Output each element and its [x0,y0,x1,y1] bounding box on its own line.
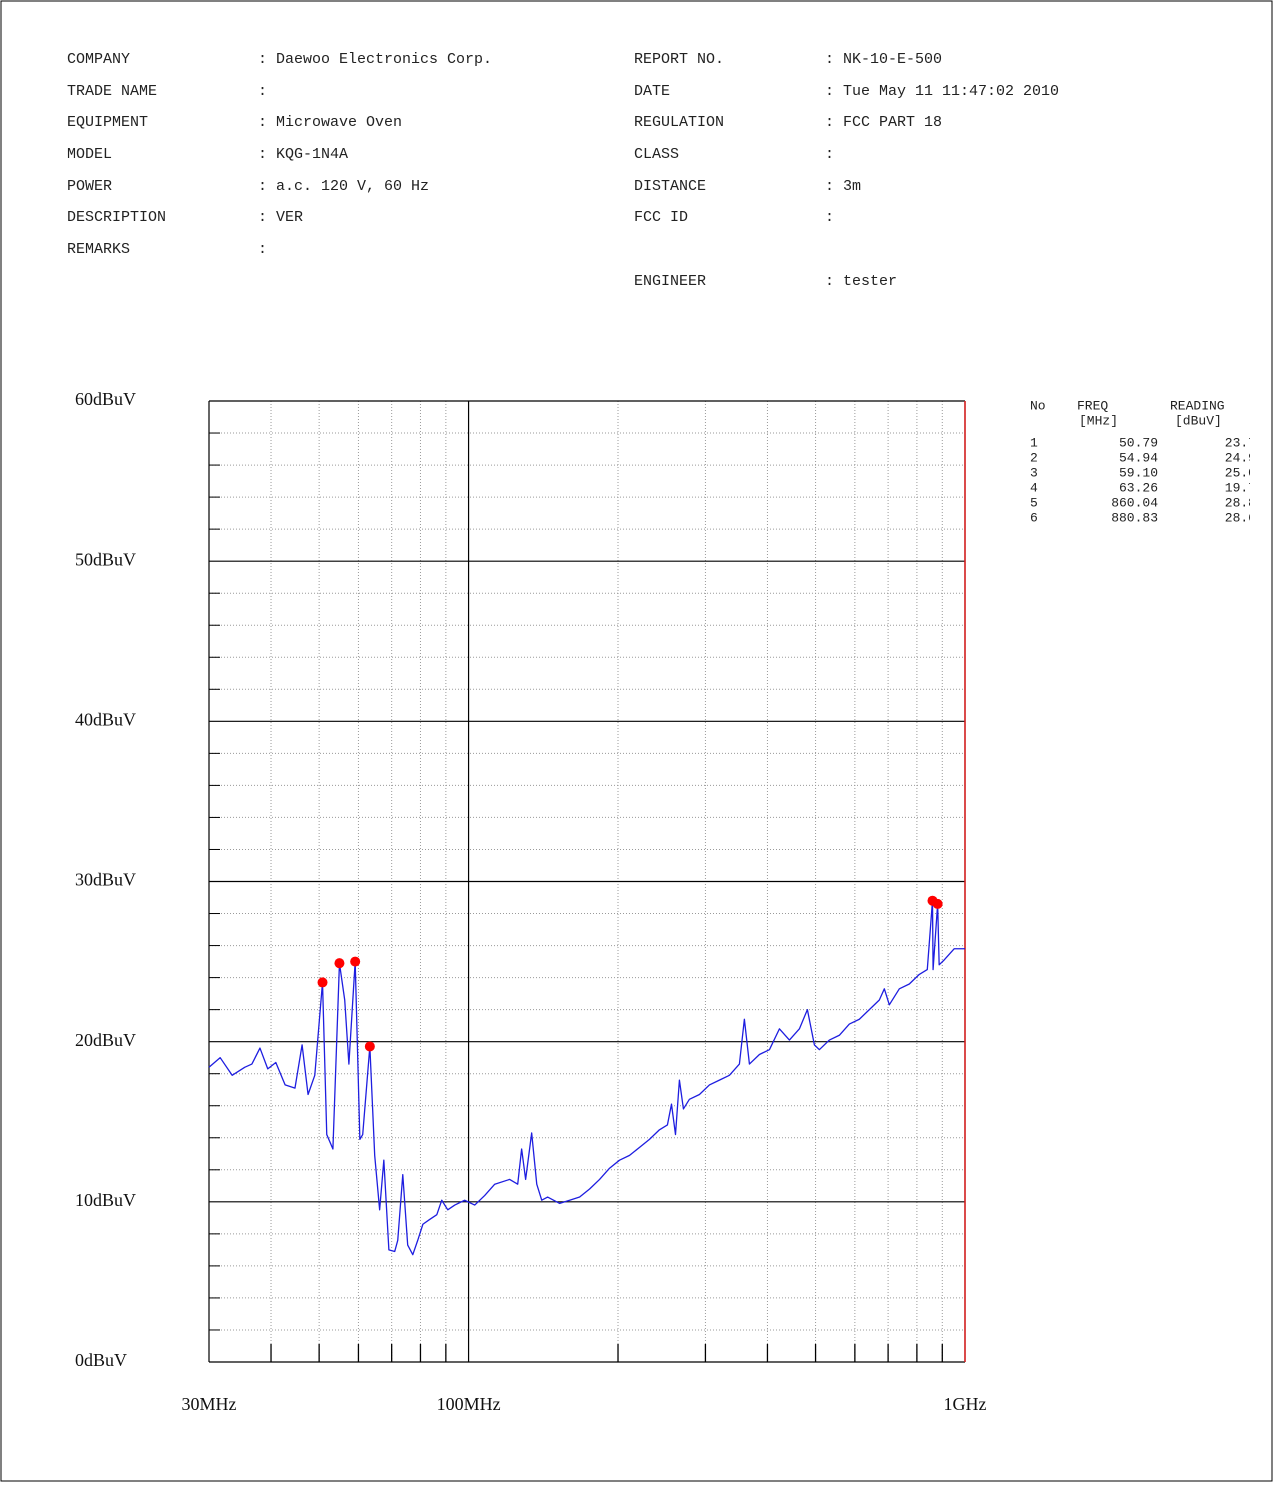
field-value: : tester [825,273,897,290]
table-no: 4 [1030,480,1038,495]
field-value: : Microwave Oven [258,114,402,131]
table-freq: 880.83 [1111,510,1158,525]
table-freq: 860.04 [1111,495,1158,510]
field-value: : [825,209,834,226]
table-freq: 50.79 [1119,435,1158,450]
field-label: EQUIPMENT [67,114,148,131]
field-value: : [258,241,267,258]
field-label: REPORT NO. [634,51,724,68]
field-label: DATE [634,83,670,100]
field-label: REMARKS [67,241,130,258]
y-tick-label: 0dBuV [75,1350,127,1370]
table-freq: 59.10 [1119,465,1158,480]
plot: 0dBuV 10dBuV 20dBuV 30dBuV 40dBuV 50dBuV 60dBu… [75,389,987,1414]
field-value: : 3m [825,178,861,195]
y-tick-label: 40dBuV [75,709,136,729]
field-label: TRADE NAME [67,83,157,100]
peak-marker [364,1041,375,1052]
field-label: MODEL [67,146,112,163]
y-tick-label: 30dBuV [75,870,136,890]
field-value: : Daewoo Electronics Corp. [258,51,492,68]
table-reading: 23.7 [1225,435,1256,450]
peak-table: No FREQ READING [MHz] [dBuV] 1 50.79 23.7 2 54.94… [1030,398,1256,525]
peak-marker [334,958,345,969]
field-label: POWER [67,178,112,195]
table-unit: [dBuV] [1175,413,1222,428]
table-no: 2 [1030,450,1038,465]
trace-line [208,900,965,1256]
y-tick-label: 20dBuV [75,1030,136,1050]
field-label: CLASS [634,146,679,163]
table-header: FREQ [1077,398,1108,413]
table-reading: 28.8 [1225,495,1256,510]
peak-marker [350,956,361,967]
table-reading: 25.0 [1225,465,1256,480]
y-tick-label: 50dBuV [75,549,136,569]
field-value: : Tue May 11 11:47:02 2010 [825,83,1059,100]
table-no: 3 [1030,465,1038,480]
field-value: : [258,83,267,100]
x-tick-label: 100MHz [437,1394,501,1414]
field-label: DISTANCE [634,178,706,195]
table-freq: 54.94 [1119,450,1158,465]
table-no: 5 [1030,495,1038,510]
peak-marker [932,898,943,909]
table-header: No [1030,398,1046,413]
x-tick-label: 30MHz [182,1394,237,1414]
field-value: : FCC PART 18 [825,114,942,131]
field-value: : VER [258,209,303,226]
y-tick-label: 10dBuV [75,1190,136,1210]
table-unit: [MHz] [1079,413,1118,428]
field-label: DESCRIPTION [67,209,166,226]
field-value: : KQG-1N4A [258,146,348,163]
field-value: : a.c. 120 V, 60 Hz [258,178,429,195]
table-reading: 24.9 [1225,450,1256,465]
field-value: : NK-10-E-500 [825,51,942,68]
field-value: : [825,146,834,163]
table-header: READING [1170,398,1225,413]
table-reading: 19.7 [1225,480,1256,495]
field-label: REGULATION [634,114,724,131]
x-tick-label: 1GHz [944,1394,987,1414]
field-label: COMPANY [67,51,130,68]
table-freq: 63.26 [1119,480,1158,495]
field-label: FCC ID [634,209,688,226]
peak-marker [317,977,328,988]
header: COMPANY : Daewoo Electronics Corp. TRADE N… [67,51,1059,290]
table-reading: 28.6 [1225,510,1256,525]
table-no: 6 [1030,510,1038,525]
y-tick-label: 60dBuV [75,389,136,409]
field-label: ENGINEER [634,273,706,290]
table-no: 1 [1030,435,1038,450]
